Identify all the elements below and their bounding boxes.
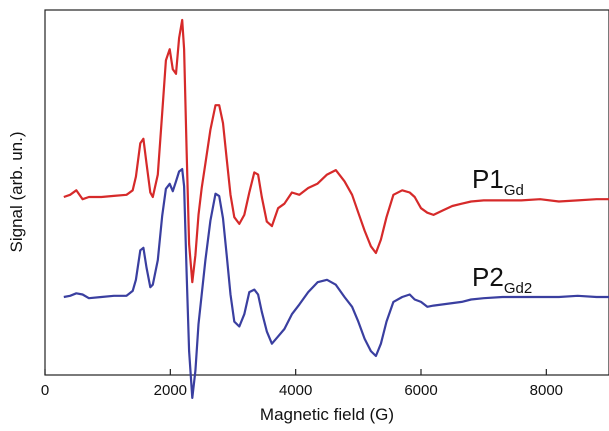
y-axis-title: Signal (arb. un.) xyxy=(7,132,26,253)
x-tick-label: 4000 xyxy=(279,382,312,399)
x-tick-label: 2000 xyxy=(154,382,187,399)
series-label-p2: P2Gd2 xyxy=(472,262,532,297)
plot-frame xyxy=(44,9,609,376)
x-axis-title: Magnetic field (G) xyxy=(260,405,394,424)
series-group xyxy=(63,18,609,399)
x-axis: 0 2000 4000 6000 8000 xyxy=(41,369,563,399)
series-label-p1: P1Gd xyxy=(472,164,524,199)
x-tick-label: 8000 xyxy=(530,382,563,399)
x-tick-label: 6000 xyxy=(404,382,437,399)
series-line-p2 xyxy=(63,168,609,399)
series-labels: P1Gd P2Gd2 xyxy=(472,164,532,297)
series-line-p1 xyxy=(63,18,609,284)
x-tick-label: 0 xyxy=(41,382,49,399)
